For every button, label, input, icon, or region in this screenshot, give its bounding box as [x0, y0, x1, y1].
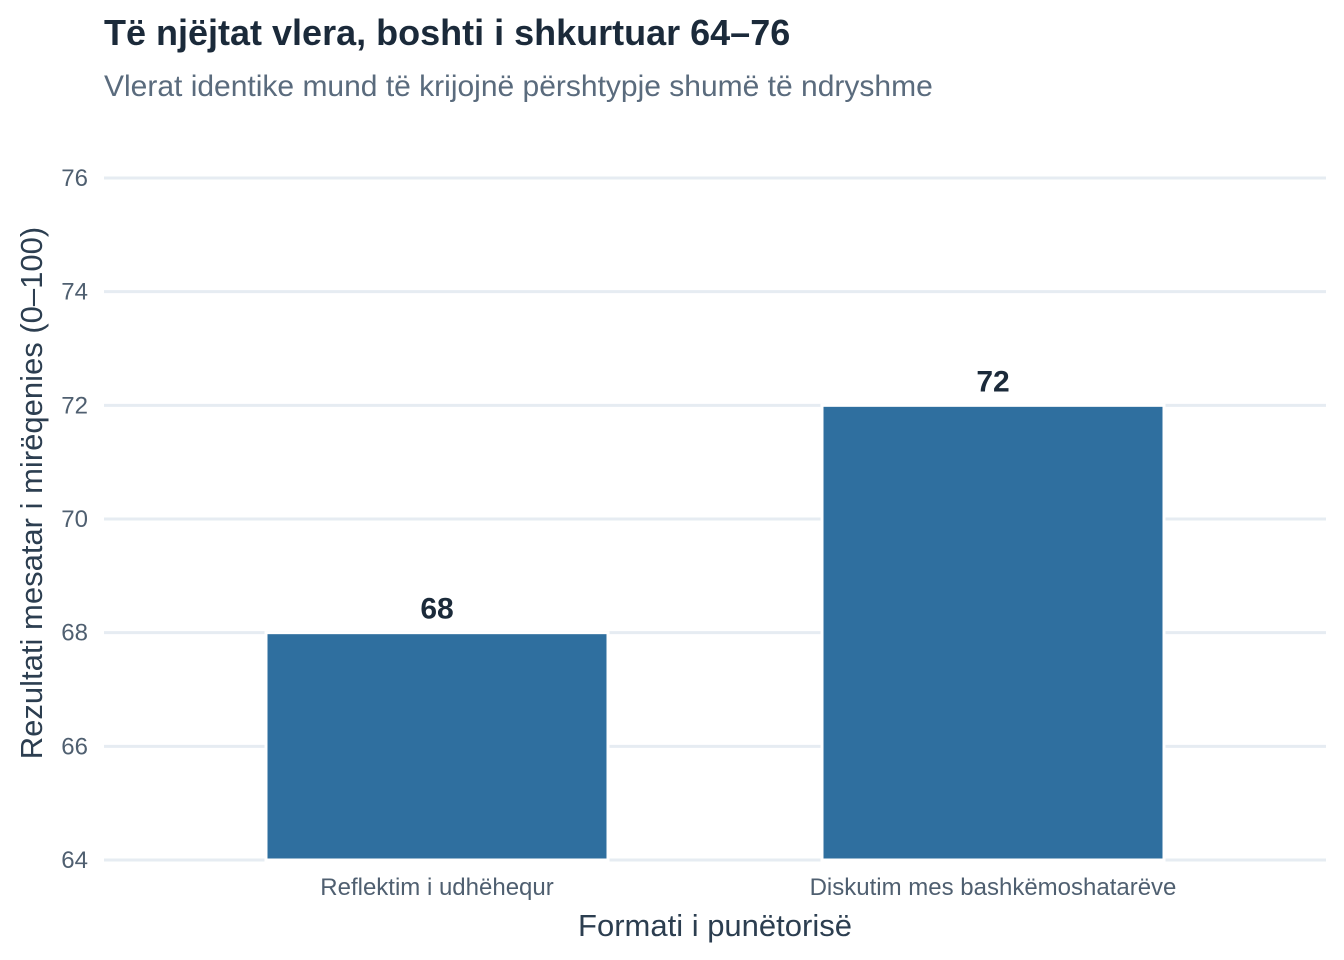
- bar-2: [820, 403, 1166, 862]
- y-tick-label: 66: [61, 733, 88, 760]
- y-tick-label: 70: [61, 506, 88, 533]
- y-tick-label: 76: [61, 165, 88, 192]
- x-tick-label: Diskutim mes bashkëmoshatarëve: [810, 874, 1177, 901]
- y-tick-label: 74: [61, 279, 88, 306]
- x-axis-title: Formati i punëtorisë: [578, 908, 852, 943]
- data-labels: 68 72: [420, 365, 1009, 625]
- y-axis-title: Rezultati mesatar i mirëqenies (0–100): [14, 227, 49, 759]
- y-tick-label: 68: [61, 620, 88, 647]
- bar-value-label: 72: [976, 365, 1009, 398]
- x-axis-ticks: Reflektim i udhëhequr Diskutim mes bashkë…: [320, 874, 1176, 901]
- bar-value-label: 68: [420, 593, 453, 626]
- bars: [264, 403, 1166, 862]
- chart-title: Të njëjtat vlera, boshti i shkurtuar 64–…: [104, 12, 791, 53]
- y-tick-label: 64: [61, 847, 88, 874]
- y-axis-ticks: 64 66 68 70 72 74 76: [61, 165, 88, 874]
- chart-subtitle: Vlerat identike mund të krijojnë përshty…: [104, 70, 933, 103]
- bar-1: [264, 631, 610, 862]
- x-tick-label: Reflektim i udhëhequr: [320, 874, 553, 901]
- y-tick-label: 72: [61, 392, 88, 419]
